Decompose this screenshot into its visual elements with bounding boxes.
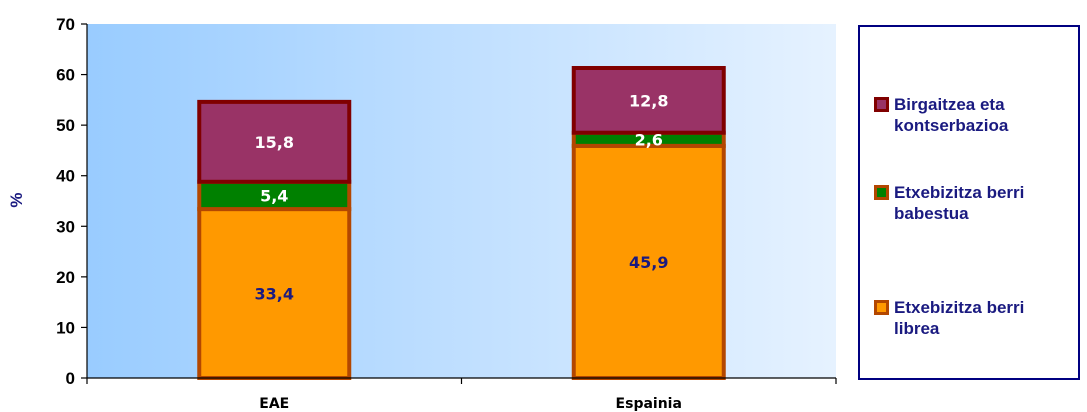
legend-swatch-icon (874, 97, 889, 112)
legend-label: Etxebizitza berri librea (894, 298, 1025, 338)
stacked-bar-chart: 33,4 5,4 15,8 45,9 2,6 12,8 0 10 20 30 40 50 60 70 E… (7, 15, 837, 412)
legend-label: Etxebizitza berri babestua (894, 183, 1025, 223)
y-tick-label: 30 (56, 217, 75, 236)
y-tick-label: 70 (56, 15, 75, 34)
data-label: 33,4 (255, 285, 294, 304)
data-label: 2,6 (635, 130, 663, 149)
data-label: 5,4 (260, 186, 288, 205)
y-tick-label: 20 (56, 268, 75, 287)
y-tick-label: 10 (56, 318, 75, 337)
data-label: 45,9 (629, 253, 668, 272)
y-tick-label: 50 (56, 116, 75, 135)
legend-swatch-icon (874, 300, 889, 315)
legend-item-babestua: Etxebizitza berri babestua (874, 182, 1074, 224)
legend-item-librea: Etxebizitza berri librea (874, 297, 1074, 339)
x-category-label: EAE (259, 396, 289, 412)
y-tick-label: 0 (66, 369, 75, 388)
bar-segment (197, 99, 352, 184)
bar-segment (197, 207, 352, 380)
legend-item-birgaitzea: Birgaitzea eta kontserbazioa (874, 94, 1074, 136)
legend-label: Birgaitzea eta kontserbazioa (894, 95, 1009, 135)
y-axis-label: % (7, 192, 26, 207)
data-label: 12,8 (629, 91, 668, 110)
y-tick-label: 40 (56, 167, 75, 186)
y-tick-label: 60 (56, 66, 75, 85)
bar-segment (571, 65, 726, 135)
legend: Birgaitzea eta kontserbazioa Etxebizitza… (858, 25, 1080, 380)
data-label: 15,8 (255, 133, 294, 152)
legend-swatch-icon (874, 185, 889, 200)
x-category-label: Espainia (616, 396, 682, 412)
